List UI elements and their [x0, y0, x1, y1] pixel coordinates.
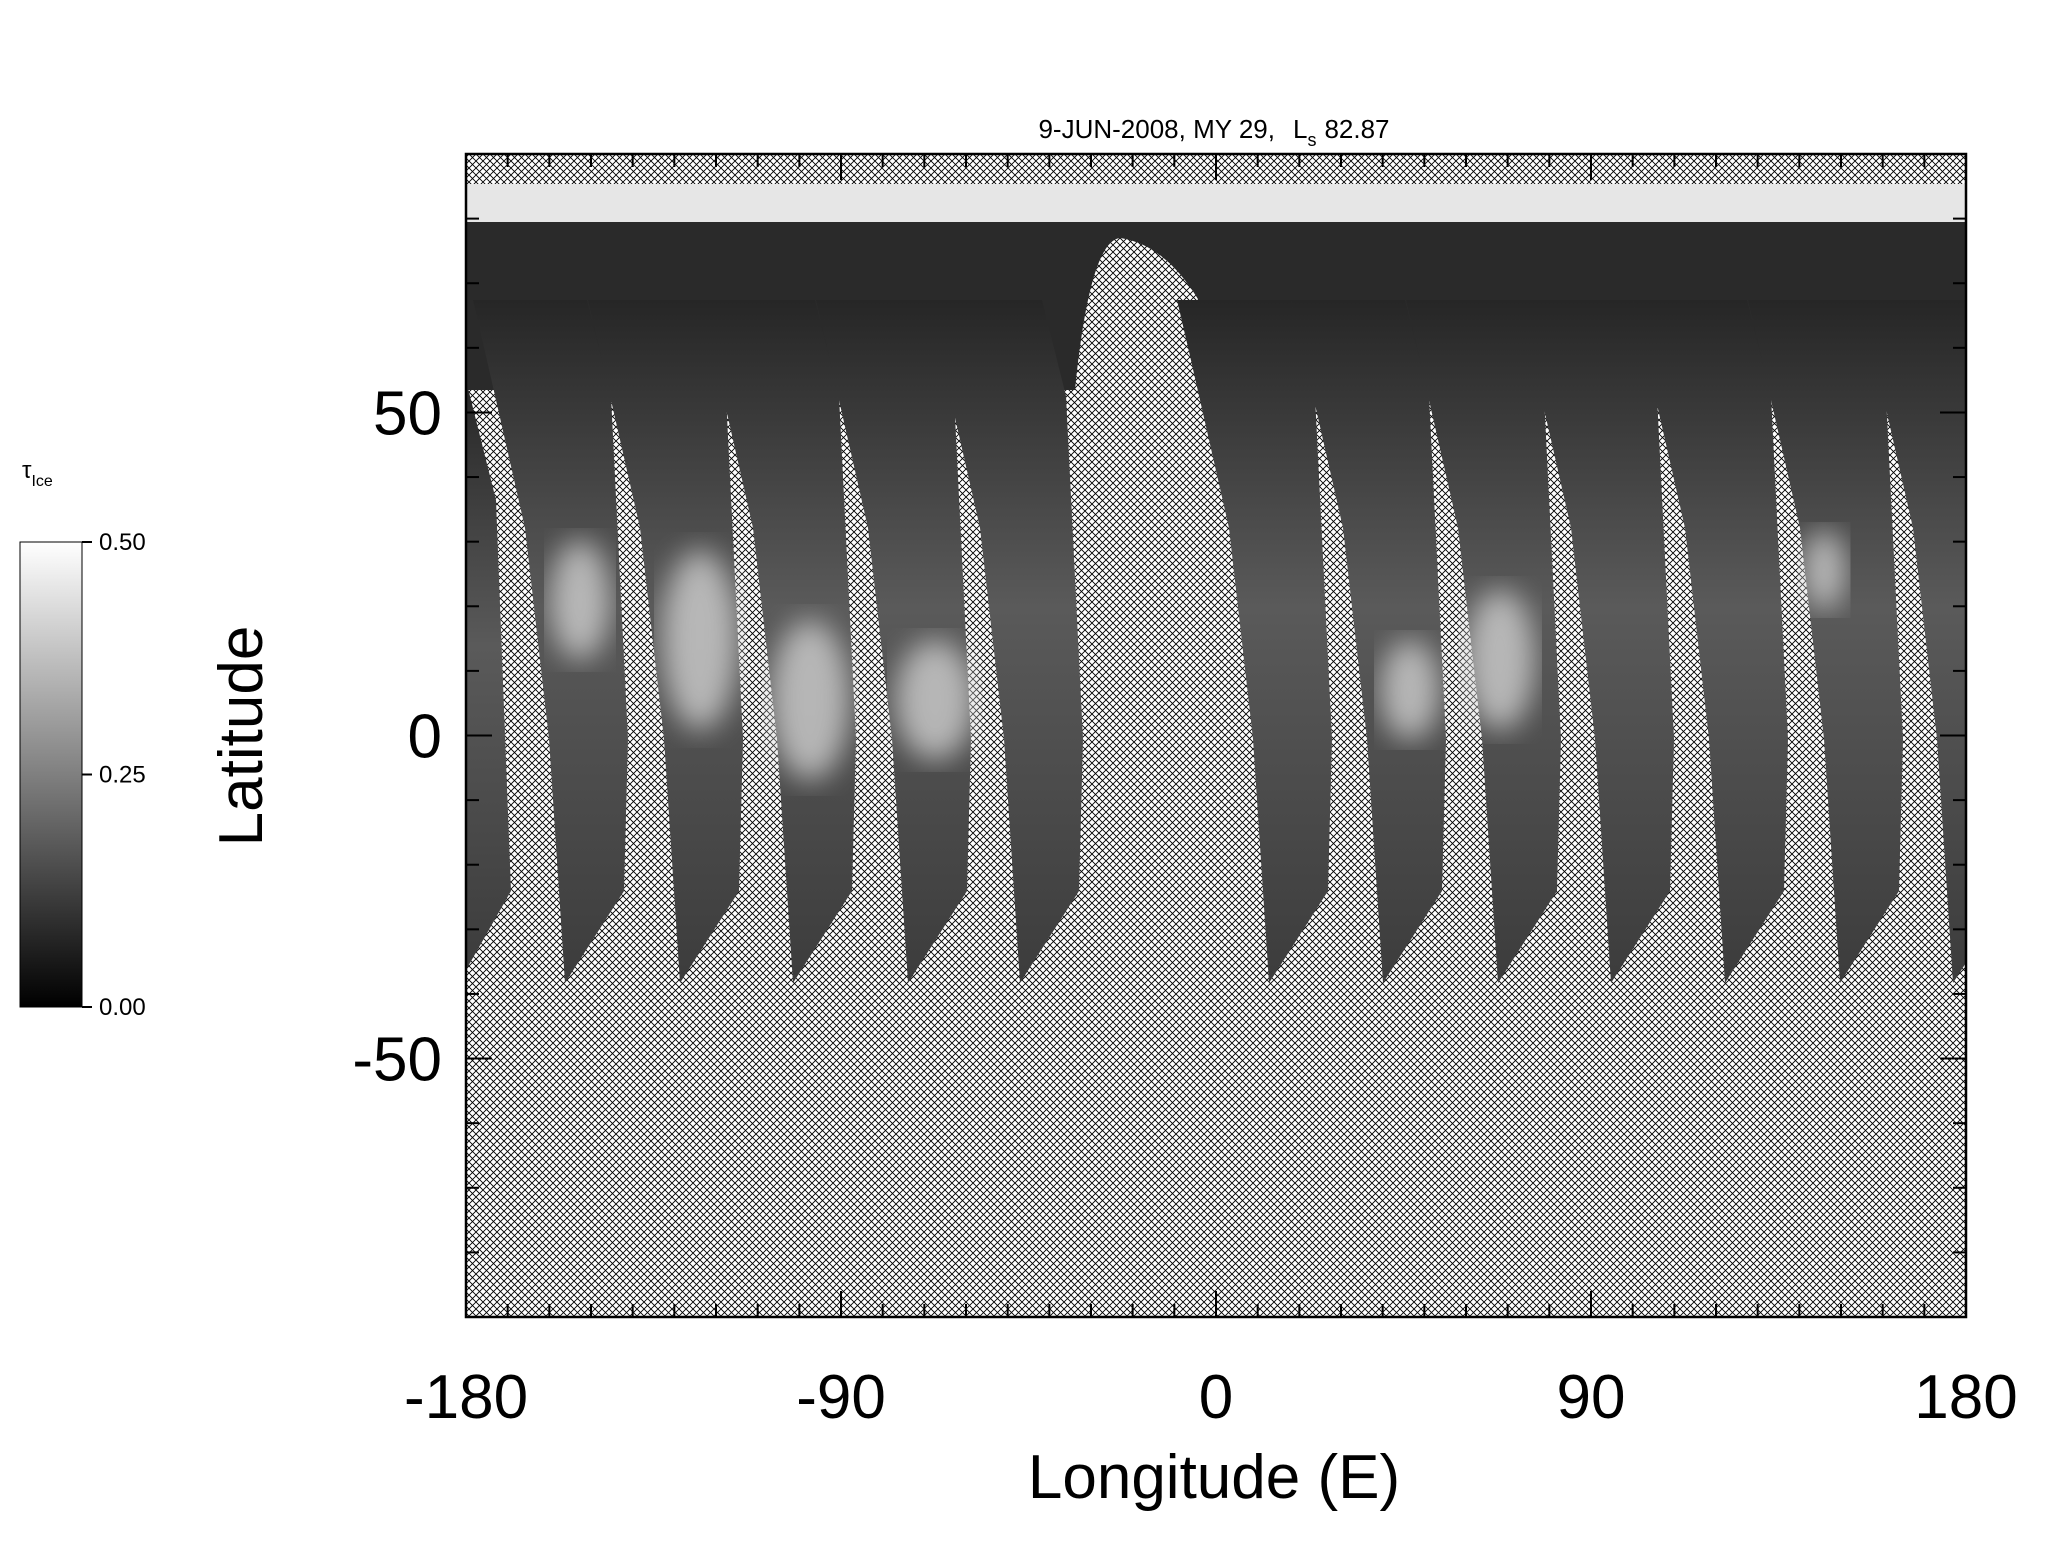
- x-tick-label: 0: [1199, 1363, 1233, 1432]
- y-axis-label: Latitude: [207, 626, 276, 847]
- colorbar-label: τIce: [22, 457, 53, 490]
- title-symbol: L: [1293, 114, 1307, 144]
- colorbar: [19, 541, 83, 1008]
- swath: [1291, 300, 1446, 983]
- swath: [1633, 300, 1788, 983]
- cloud: [1802, 530, 1846, 610]
- swath: [466, 380, 511, 970]
- x-tick-label: 180: [1914, 1363, 2017, 1432]
- cloud: [895, 640, 975, 760]
- cloud: [662, 550, 738, 730]
- swath: [1861, 300, 1966, 983]
- cloud: [770, 620, 850, 780]
- swath: [473, 300, 628, 983]
- cloud: [550, 540, 610, 660]
- colorbar-symbol: τ: [22, 457, 32, 484]
- x-tick-label: 90: [1557, 1363, 1626, 1432]
- cloud: [1380, 640, 1440, 740]
- x-tick-label: -90: [796, 1363, 886, 1432]
- swath: [701, 300, 856, 983]
- swath: [816, 300, 971, 983]
- swath: [1177, 300, 1332, 983]
- swath: [1519, 300, 1674, 983]
- cloud: [1465, 590, 1535, 730]
- colorbar-tick-label: 0.25: [99, 762, 146, 789]
- map-image: [466, 154, 1966, 1317]
- y-tick-label: 50: [373, 379, 442, 448]
- colorbar-tick-label: 0.50: [99, 529, 146, 556]
- title-subscript: s: [1307, 130, 1316, 150]
- x-axis-label: Longitude (E): [1028, 1443, 1400, 1512]
- colorbar-tick-label: 0.00: [99, 994, 146, 1021]
- title-value: 82.87: [1324, 114, 1389, 144]
- y-tick-label: -50: [352, 1026, 442, 1095]
- x-tick-label: -180: [404, 1363, 528, 1432]
- y-tick-label: 0: [408, 703, 442, 772]
- chart-title: 9-JUN-2008, MY 29, Ls 82.87: [1038, 114, 1389, 150]
- colorbar-subscript: Ice: [31, 473, 52, 490]
- title-text: 9-JUN-2008, MY 29,: [1038, 114, 1275, 144]
- swath: [1748, 300, 1903, 983]
- swath: [928, 300, 1083, 983]
